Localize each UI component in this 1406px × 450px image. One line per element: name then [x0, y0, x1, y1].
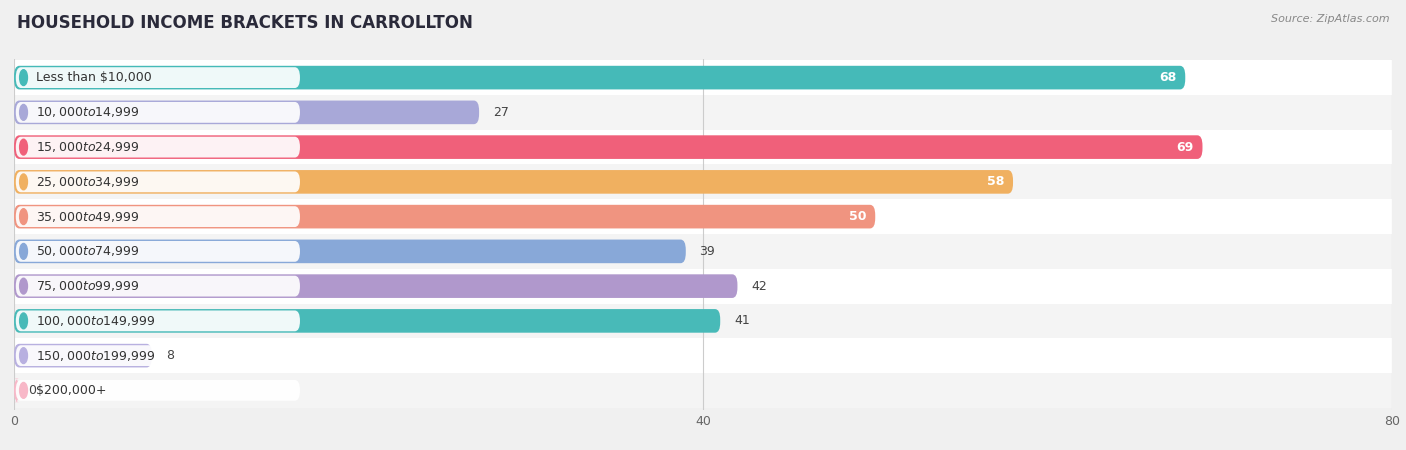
Text: 27: 27	[494, 106, 509, 119]
FancyBboxPatch shape	[14, 378, 20, 402]
Text: $75,000 to $99,999: $75,000 to $99,999	[37, 279, 141, 293]
FancyBboxPatch shape	[14, 269, 1392, 303]
Text: 69: 69	[1177, 140, 1194, 153]
FancyBboxPatch shape	[14, 239, 686, 263]
Text: 58: 58	[987, 176, 1004, 189]
FancyBboxPatch shape	[14, 170, 1012, 194]
FancyBboxPatch shape	[15, 380, 299, 401]
FancyBboxPatch shape	[15, 137, 299, 157]
Circle shape	[20, 348, 28, 364]
Text: Less than $10,000: Less than $10,000	[37, 71, 152, 84]
FancyBboxPatch shape	[15, 171, 299, 192]
FancyBboxPatch shape	[15, 345, 299, 366]
Circle shape	[20, 313, 28, 329]
Circle shape	[20, 174, 28, 190]
FancyBboxPatch shape	[14, 165, 1392, 199]
FancyBboxPatch shape	[14, 274, 738, 298]
Circle shape	[20, 104, 28, 120]
Text: 42: 42	[751, 279, 768, 292]
Text: $100,000 to $149,999: $100,000 to $149,999	[37, 314, 156, 328]
Text: 50: 50	[849, 210, 866, 223]
FancyBboxPatch shape	[14, 205, 875, 229]
FancyBboxPatch shape	[14, 234, 1392, 269]
FancyBboxPatch shape	[14, 100, 479, 124]
Text: 41: 41	[734, 315, 749, 328]
Text: HOUSEHOLD INCOME BRACKETS IN CARROLLTON: HOUSEHOLD INCOME BRACKETS IN CARROLLTON	[17, 14, 472, 32]
FancyBboxPatch shape	[15, 310, 299, 331]
Text: $50,000 to $74,999: $50,000 to $74,999	[37, 244, 141, 258]
FancyBboxPatch shape	[14, 66, 1185, 90]
Text: $25,000 to $34,999: $25,000 to $34,999	[37, 175, 141, 189]
FancyBboxPatch shape	[15, 241, 299, 262]
Circle shape	[20, 139, 28, 155]
FancyBboxPatch shape	[14, 338, 1392, 373]
Circle shape	[20, 209, 28, 225]
FancyBboxPatch shape	[15, 206, 299, 227]
FancyBboxPatch shape	[14, 95, 1392, 130]
Circle shape	[20, 278, 28, 294]
Text: $150,000 to $199,999: $150,000 to $199,999	[37, 349, 156, 363]
Text: 8: 8	[166, 349, 173, 362]
FancyBboxPatch shape	[14, 373, 1392, 408]
Text: 39: 39	[700, 245, 716, 258]
Text: $15,000 to $24,999: $15,000 to $24,999	[37, 140, 141, 154]
Text: 0: 0	[28, 384, 35, 397]
Text: Source: ZipAtlas.com: Source: ZipAtlas.com	[1271, 14, 1389, 23]
Text: $35,000 to $49,999: $35,000 to $49,999	[37, 210, 141, 224]
FancyBboxPatch shape	[14, 309, 720, 333]
FancyBboxPatch shape	[14, 344, 152, 368]
FancyBboxPatch shape	[15, 276, 299, 297]
FancyBboxPatch shape	[15, 67, 299, 88]
FancyBboxPatch shape	[14, 199, 1392, 234]
FancyBboxPatch shape	[14, 303, 1392, 338]
FancyBboxPatch shape	[15, 102, 299, 123]
Circle shape	[20, 70, 28, 86]
Circle shape	[20, 243, 28, 259]
Text: $10,000 to $14,999: $10,000 to $14,999	[37, 105, 141, 119]
FancyBboxPatch shape	[14, 130, 1392, 165]
FancyBboxPatch shape	[14, 60, 1392, 95]
Circle shape	[20, 382, 28, 398]
Text: $200,000+: $200,000+	[37, 384, 107, 397]
FancyBboxPatch shape	[14, 135, 1202, 159]
Text: 68: 68	[1160, 71, 1177, 84]
